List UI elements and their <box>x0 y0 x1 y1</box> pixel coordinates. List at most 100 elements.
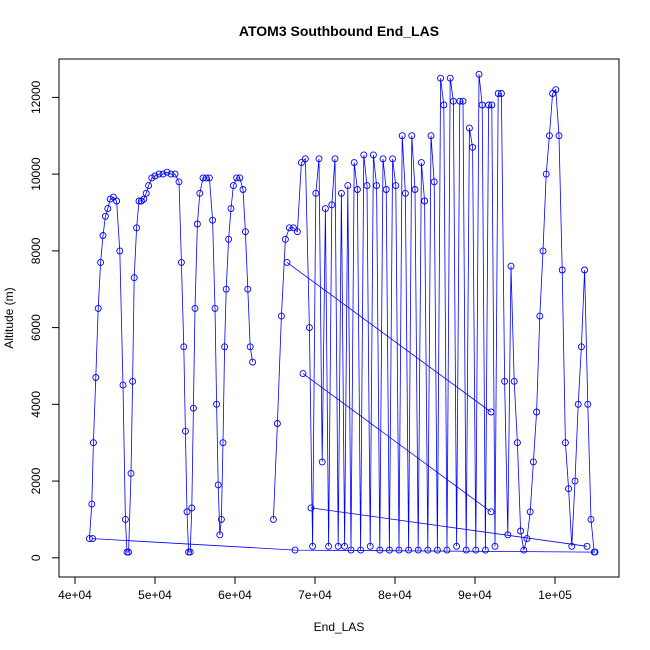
y-tick-label: 6000 <box>29 314 43 341</box>
data-point <box>222 285 230 293</box>
series-line <box>89 171 253 553</box>
data-point <box>587 515 595 523</box>
data-point <box>315 155 323 163</box>
data-point <box>104 205 112 213</box>
data-point <box>155 170 163 178</box>
data-point <box>485 101 493 109</box>
y-tick-label: 10000 <box>29 157 43 191</box>
data-point <box>101 212 109 220</box>
data-point <box>487 508 495 516</box>
data-point <box>360 151 368 159</box>
data-point <box>353 186 361 193</box>
data-point <box>344 182 352 190</box>
data-point <box>293 228 301 236</box>
x-tick-label: 1e+05 <box>538 588 572 602</box>
data-point <box>581 266 589 274</box>
data-point <box>305 324 313 332</box>
data-point <box>398 132 406 140</box>
data-point <box>145 182 153 190</box>
data-point <box>125 548 133 556</box>
data-point <box>574 400 582 408</box>
data-point <box>159 170 167 178</box>
data-point <box>583 542 591 550</box>
data-point <box>213 400 221 408</box>
data-point <box>488 101 496 109</box>
data-point <box>411 186 419 193</box>
y-tick-label: 4000 <box>29 391 43 418</box>
data-point <box>462 546 470 554</box>
data-point <box>392 182 400 190</box>
x-tick-label: 6e+04 <box>218 588 252 602</box>
x-tick-label: 7e+04 <box>298 588 332 602</box>
data-point <box>555 132 563 140</box>
data-point <box>285 224 293 232</box>
data-point <box>140 195 148 203</box>
data-point <box>273 420 281 427</box>
x-tick-label: 8e+04 <box>378 588 412 602</box>
data-point <box>186 548 194 556</box>
data-point <box>577 343 585 351</box>
data-point <box>89 535 97 543</box>
series-line <box>273 74 595 553</box>
data-point <box>408 132 416 140</box>
data-point <box>216 531 224 539</box>
data-point <box>472 546 480 554</box>
data-point <box>307 504 315 512</box>
data-point <box>233 174 241 182</box>
data-point <box>341 542 349 550</box>
data-point <box>475 70 483 78</box>
data-point <box>188 504 196 512</box>
data-point <box>328 201 336 209</box>
data-point <box>545 132 553 140</box>
data-point <box>542 170 550 178</box>
data-point <box>571 477 579 485</box>
data-point <box>565 485 573 493</box>
data-point <box>507 262 515 270</box>
y-tick-label: 2000 <box>29 467 43 494</box>
data-point <box>568 542 576 550</box>
data-point <box>97 258 105 266</box>
data-point <box>453 542 461 550</box>
data-point <box>363 182 371 190</box>
data-point <box>469 143 477 151</box>
data-point <box>366 542 374 550</box>
data-point <box>175 178 183 186</box>
data-point <box>379 155 387 163</box>
data-point <box>414 546 422 554</box>
x-tick-label: 9e+04 <box>458 588 492 602</box>
y-tick-label: 12000 <box>29 80 43 114</box>
data-point <box>209 216 217 224</box>
data-point <box>299 370 307 378</box>
data-point <box>389 155 397 163</box>
data-point <box>561 439 569 447</box>
data-point <box>401 189 409 197</box>
series-line <box>310 507 588 547</box>
data-point <box>142 189 150 197</box>
data-point <box>291 546 299 554</box>
y-axis-label: Altitude (m) <box>2 287 16 348</box>
data-point <box>163 168 171 176</box>
data-point <box>417 159 425 167</box>
data-point <box>246 343 254 351</box>
data-point <box>558 266 566 274</box>
data-point <box>225 235 233 243</box>
data-point <box>465 124 473 132</box>
data-point <box>443 546 451 554</box>
data-point <box>487 408 495 416</box>
data-point <box>437 74 445 82</box>
data-point <box>217 515 225 523</box>
data-point <box>180 343 188 351</box>
data-point <box>214 481 222 489</box>
data-point <box>229 182 237 190</box>
data-point <box>85 535 93 543</box>
data-point <box>494 90 502 97</box>
data-point <box>331 155 339 163</box>
data-point <box>196 189 204 197</box>
data-point <box>202 174 210 182</box>
data-point <box>289 224 297 232</box>
data-point <box>244 285 252 293</box>
data-point <box>129 377 137 385</box>
data-point <box>183 508 191 516</box>
axes: 4e+04 5e+04 6e+04 7e+04 8e+04 9e+04 1e+05 0 2000… <box>29 80 572 602</box>
